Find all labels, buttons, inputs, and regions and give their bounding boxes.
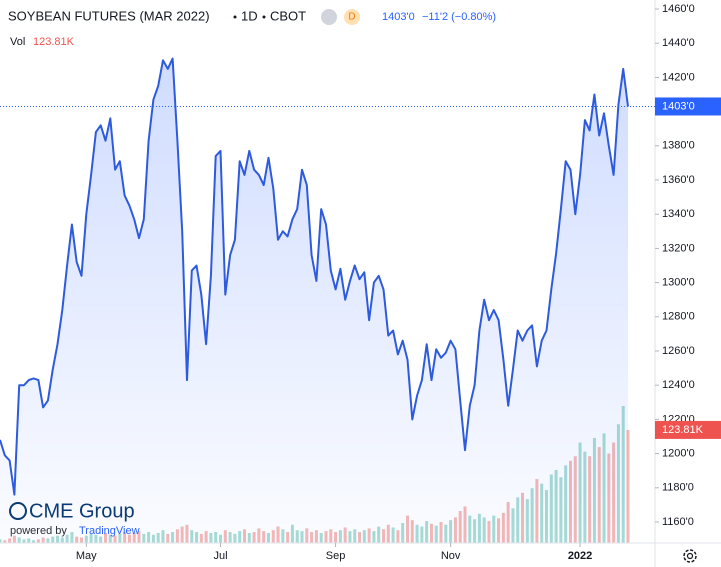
x-tick-label: Sep	[326, 550, 346, 562]
y-tick-label: 1320'0	[662, 242, 695, 254]
area-layer	[0, 58, 628, 543]
x-tick-label: Jul	[213, 550, 227, 562]
badge: D	[348, 12, 355, 23]
y-tick-label: 1420'0	[662, 71, 695, 83]
exchange: CBOT	[270, 8, 306, 23]
interval: 1D	[241, 8, 258, 23]
y-tick-label: 1200'0	[662, 448, 695, 460]
price-area	[0, 58, 628, 543]
x-tick-label: Nov	[441, 550, 461, 562]
last-price-tag	[655, 97, 721, 116]
y-tick-label: 1260'0	[662, 345, 695, 357]
x-tick-label: May	[76, 550, 97, 562]
y-tick-label: 1300'0	[662, 277, 695, 289]
last-price: 1403'0	[382, 11, 415, 23]
y-tick-label: 1340'0	[662, 208, 695, 220]
gear-inner	[686, 552, 694, 560]
y-tick-label: 1380'0	[662, 140, 695, 152]
status-icon[interactable]	[321, 9, 337, 25]
y-tick-label: 1160'0	[662, 516, 694, 528]
vol-title: Vol	[10, 36, 25, 48]
last-volume-tag	[655, 420, 721, 439]
logo: CME Group	[29, 500, 135, 522]
separator	[233, 15, 237, 19]
y-tick-label: 1460'0	[662, 3, 695, 15]
price-change: −11'2 (−0.80%)	[422, 11, 496, 23]
powered-by: powered by	[10, 525, 67, 537]
last-price-label: 1403'0	[662, 100, 695, 112]
y-tick-label: 1240'0	[662, 379, 695, 391]
last-volume-label: 123.81K	[662, 424, 704, 436]
settings-icon[interactable]	[683, 549, 697, 563]
separator	[262, 15, 266, 19]
y-tick-label: 1440'0	[662, 37, 695, 49]
y-tick-label: 1180'0	[662, 482, 694, 494]
brand[interactable]: TradingView	[79, 525, 140, 537]
badge-bg	[344, 9, 360, 25]
y-tick-label: 1360'0	[662, 174, 695, 186]
y-tick-label: 1280'0	[662, 311, 695, 323]
gear-outer	[683, 549, 697, 563]
logo-globe	[9, 502, 27, 520]
symbol: SOYBEAN FUTURES (MAR 2022)	[8, 8, 210, 23]
vol-value: 123.81K	[33, 36, 75, 48]
price-line	[0, 57, 629, 496]
x-tick-label: 2022	[568, 550, 592, 562]
